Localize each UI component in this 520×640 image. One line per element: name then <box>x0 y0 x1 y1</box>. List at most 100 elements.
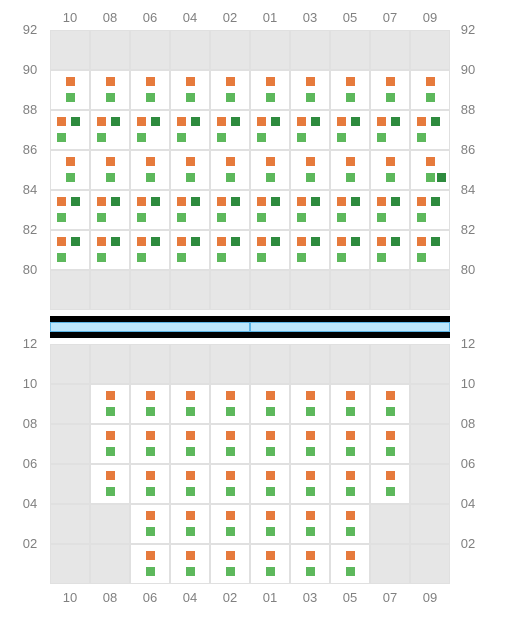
slot-cell[interactable] <box>410 70 450 110</box>
slot-cell[interactable] <box>290 190 330 230</box>
slot-cell[interactable] <box>90 424 130 464</box>
slot-cell[interactable] <box>370 110 410 150</box>
slot-cell[interactable] <box>410 150 450 190</box>
status-marker <box>106 173 115 182</box>
slot-cell[interactable] <box>50 190 90 230</box>
slot-cell[interactable] <box>90 150 130 190</box>
slot-cell[interactable] <box>210 544 250 584</box>
col-label-top: 06 <box>130 10 170 25</box>
slot-cell[interactable] <box>210 110 250 150</box>
slot-cell[interactable] <box>290 230 330 270</box>
slot-cell[interactable] <box>170 70 210 110</box>
slot-cell[interactable] <box>330 110 370 150</box>
slot-cell[interactable] <box>250 190 290 230</box>
slot-cell[interactable] <box>370 464 410 504</box>
slot-cell[interactable] <box>290 504 330 544</box>
slot-cell[interactable] <box>210 384 250 424</box>
slot-cell[interactable] <box>210 150 250 190</box>
slot-cell[interactable] <box>250 504 290 544</box>
slot-cell[interactable] <box>130 504 170 544</box>
slot-cell[interactable] <box>290 150 330 190</box>
slot-cell[interactable] <box>370 230 410 270</box>
status-marker <box>97 133 106 142</box>
slot-cell[interactable] <box>130 544 170 584</box>
slot-cell[interactable] <box>50 150 90 190</box>
slot-cell[interactable] <box>290 70 330 110</box>
slot-cell[interactable] <box>170 384 210 424</box>
slot-cell[interactable] <box>170 110 210 150</box>
slot-cell[interactable] <box>370 150 410 190</box>
slot-cell[interactable] <box>130 150 170 190</box>
slot-cell[interactable] <box>90 190 130 230</box>
slot-cell[interactable] <box>250 384 290 424</box>
slot-cell[interactable] <box>290 464 330 504</box>
slot-cell[interactable] <box>250 544 290 584</box>
slot-cell[interactable] <box>370 424 410 464</box>
slot-cell <box>50 270 90 310</box>
slot-cell[interactable] <box>250 150 290 190</box>
slot-cell[interactable] <box>50 70 90 110</box>
slot-cell[interactable] <box>130 384 170 424</box>
status-marker <box>337 253 346 262</box>
slot-cell[interactable] <box>170 150 210 190</box>
slot-cell[interactable] <box>210 504 250 544</box>
status-marker <box>111 197 120 206</box>
slot-cell[interactable] <box>210 190 250 230</box>
slot-cell[interactable] <box>410 190 450 230</box>
slot-cell[interactable] <box>330 384 370 424</box>
slot-cell[interactable] <box>170 424 210 464</box>
status-marker <box>151 237 160 246</box>
slot-cell[interactable] <box>370 70 410 110</box>
status-marker <box>297 213 306 222</box>
slot-cell[interactable] <box>330 70 370 110</box>
slot-cell[interactable] <box>130 424 170 464</box>
slot-cell[interactable] <box>130 230 170 270</box>
slot-cell[interactable] <box>330 544 370 584</box>
slot-cell[interactable] <box>330 464 370 504</box>
slot-cell <box>210 270 250 310</box>
slot-cell[interactable] <box>130 70 170 110</box>
slot-cell[interactable] <box>90 384 130 424</box>
slot-cell[interactable] <box>130 464 170 504</box>
slot-cell[interactable] <box>130 110 170 150</box>
slot-cell[interactable] <box>250 464 290 504</box>
slot-cell[interactable] <box>290 110 330 150</box>
slot-cell[interactable] <box>90 464 130 504</box>
status-marker <box>71 117 80 126</box>
slot-cell[interactable] <box>290 384 330 424</box>
slot-cell[interactable] <box>130 190 170 230</box>
col-label-bottom: 09 <box>410 590 450 605</box>
slot-cell[interactable] <box>50 230 90 270</box>
slot-cell[interactable] <box>170 544 210 584</box>
status-marker <box>311 197 320 206</box>
slot-cell[interactable] <box>250 70 290 110</box>
slot-cell <box>90 544 130 584</box>
slot-cell[interactable] <box>170 190 210 230</box>
slot-cell[interactable] <box>170 504 210 544</box>
slot-cell[interactable] <box>290 424 330 464</box>
slot-cell[interactable] <box>90 230 130 270</box>
slot-cell[interactable] <box>250 110 290 150</box>
slot-cell[interactable] <box>330 230 370 270</box>
slot-cell[interactable] <box>290 544 330 584</box>
status-marker <box>137 237 146 246</box>
slot-cell[interactable] <box>370 384 410 424</box>
slot-cell[interactable] <box>250 230 290 270</box>
slot-cell[interactable] <box>90 70 130 110</box>
slot-cell[interactable] <box>210 230 250 270</box>
slot-cell[interactable] <box>410 110 450 150</box>
slot-cell[interactable] <box>90 110 130 150</box>
slot-cell[interactable] <box>210 424 250 464</box>
slot-cell[interactable] <box>170 464 210 504</box>
slot-cell[interactable] <box>330 424 370 464</box>
slot-cell[interactable] <box>170 230 210 270</box>
slot-cell[interactable] <box>370 190 410 230</box>
slot-cell[interactable] <box>210 70 250 110</box>
slot-cell[interactable] <box>330 190 370 230</box>
slot-cell[interactable] <box>410 230 450 270</box>
slot-cell[interactable] <box>330 504 370 544</box>
slot-cell[interactable] <box>50 110 90 150</box>
slot-cell[interactable] <box>330 150 370 190</box>
slot-cell[interactable] <box>210 464 250 504</box>
slot-cell[interactable] <box>250 424 290 464</box>
